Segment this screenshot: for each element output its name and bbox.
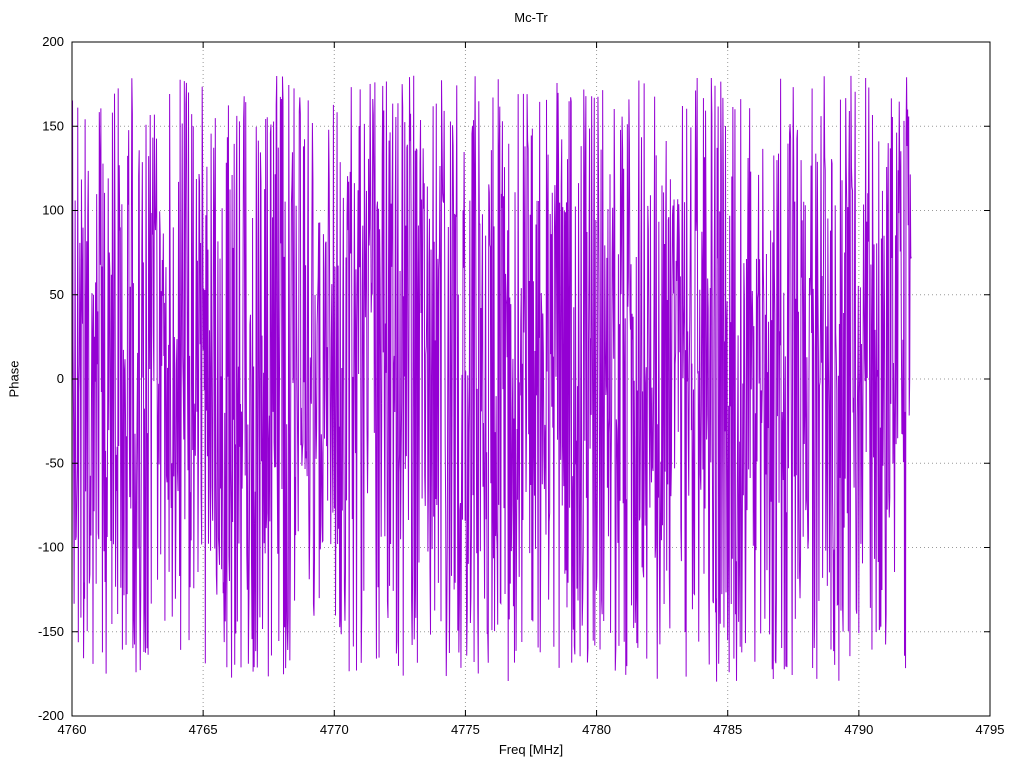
x-tick-label: 4765 [189, 722, 218, 737]
x-tick-label: 4780 [582, 722, 611, 737]
y-tick-label: -150 [38, 624, 64, 639]
y-tick-label: -200 [38, 708, 64, 723]
x-axis-label: Freq [MHz] [498, 742, 564, 757]
x-tick-label: 4770 [320, 722, 349, 737]
x-tick-label: 4790 [844, 722, 873, 737]
y-tick-label: 100 [42, 203, 64, 218]
x-tick-label: 4785 [713, 722, 742, 737]
y-tick-label: 150 [42, 118, 64, 133]
y-tick-label: 50 [50, 287, 64, 302]
y-tick-label: 200 [42, 34, 64, 49]
y-tick-label: -50 [45, 455, 64, 470]
data-line-phase [71, 75, 912, 682]
y-tick-label: -100 [38, 540, 64, 555]
y-tick-label: 0 [57, 371, 64, 386]
chart-title: Mc-Tr [514, 10, 548, 25]
x-tick-label: 4760 [58, 722, 87, 737]
x-tick-label: 4775 [451, 722, 480, 737]
x-tick-label: 4795 [976, 722, 1005, 737]
y-axis-label: Phase [6, 360, 22, 398]
